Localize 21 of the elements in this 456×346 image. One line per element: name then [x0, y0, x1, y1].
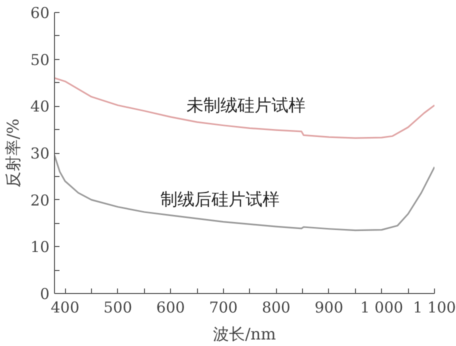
- x-tick-label: 400: [50, 298, 80, 316]
- line-series: [54, 154, 434, 232]
- x-tick-label: 600: [156, 298, 185, 316]
- y-axis-title: 反射率/%: [3, 118, 22, 188]
- y-tick-label: 30: [30, 144, 50, 162]
- x-tick-label: 700: [209, 298, 238, 316]
- y-tick-label: 0: [40, 285, 50, 303]
- x-tick-label: 800: [262, 298, 290, 316]
- x-tick-label: 900: [314, 298, 344, 316]
- y-tick-label: 50: [30, 50, 50, 69]
- x-tick-label: 1 100: [413, 298, 456, 316]
- x-tick-label: 500: [104, 298, 132, 316]
- series-label: 制绒后硅片试样: [160, 190, 280, 210]
- series-label: 未制绒硅片试样: [186, 96, 306, 116]
- x-axis-title: 波长/nm: [213, 324, 276, 344]
- y-tick-label: 10: [30, 238, 50, 256]
- y-tick-label: 40: [30, 98, 50, 116]
- y-tick-label: 60: [30, 4, 50, 22]
- x-tick-label: 1 000: [360, 298, 404, 316]
- y-tick-label: 20: [30, 191, 50, 210]
- line-series: [54, 77, 434, 139]
